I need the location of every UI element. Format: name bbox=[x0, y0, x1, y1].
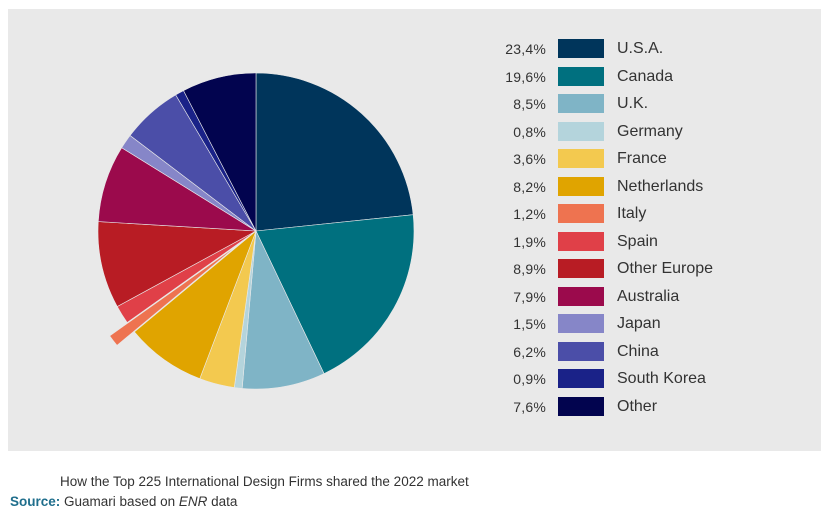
legend-value: 6,2% bbox=[513, 343, 546, 360]
legend-swatch bbox=[558, 396, 604, 416]
source-label: Source: bbox=[10, 494, 61, 509]
legend-value: 1,2% bbox=[513, 206, 546, 222]
legend-label: Italy bbox=[617, 205, 647, 222]
source-text-after: data bbox=[211, 494, 238, 509]
legend-label: Other Europe bbox=[617, 260, 714, 277]
legend-label: Spain bbox=[617, 232, 658, 250]
legend-swatch bbox=[558, 314, 604, 333]
legend-label: France bbox=[617, 150, 667, 167]
legend-swatch bbox=[558, 176, 604, 196]
legend-label: Netherlands bbox=[617, 177, 704, 195]
legend-label: Germany bbox=[617, 122, 683, 140]
legend-value: 3,6% bbox=[513, 151, 546, 167]
legend-item-australia: 7,9% Australia bbox=[488, 285, 808, 313]
legend-label: U.S.A. bbox=[617, 40, 664, 57]
legend-item-netherlands: 8,2% Netherlands bbox=[488, 175, 808, 203]
chart-caption: How the Top 225 International Design Fir… bbox=[60, 474, 469, 489]
legend-value: 19,6% bbox=[505, 68, 546, 85]
legend-value: 8,9% bbox=[513, 261, 546, 277]
legend-value: 8,2% bbox=[513, 178, 546, 195]
legend-swatch bbox=[558, 259, 604, 278]
legend-swatch bbox=[558, 94, 604, 113]
pie-slice-u-s-a bbox=[255, 72, 414, 232]
legend-value: 1,5% bbox=[513, 316, 546, 332]
legend-item-germany: 0,8% Germany bbox=[488, 120, 808, 148]
legend-swatch bbox=[558, 341, 604, 361]
pie-slice-other-europe bbox=[97, 221, 258, 307]
pie-chart bbox=[97, 72, 415, 390]
source-note: Source: Guamari based on ENR data bbox=[10, 494, 237, 509]
pie-slice-netherlands bbox=[134, 230, 257, 380]
legend-item-south-korea: 0,9% South Korea bbox=[488, 367, 808, 395]
legend-value: 1,9% bbox=[513, 233, 546, 250]
legend-label: U.K. bbox=[617, 95, 649, 112]
pie-slice-canada bbox=[255, 214, 415, 374]
legend: 23,4% U.S.A. 19,6% Canada 8,5% U.K. 0,8% German… bbox=[488, 37, 808, 422]
legend-swatch bbox=[558, 286, 604, 306]
pie-slice-other bbox=[183, 72, 257, 232]
legend-value: 8,5% bbox=[513, 96, 546, 112]
source-text: Guamari based on bbox=[64, 494, 176, 509]
pie-slice-u-k bbox=[241, 229, 325, 390]
legend-swatch bbox=[558, 121, 604, 141]
legend-value: 7,9% bbox=[513, 288, 546, 305]
legend-swatch bbox=[558, 204, 604, 223]
legend-swatch bbox=[558, 39, 604, 58]
legend-value: 23,4% bbox=[505, 41, 546, 57]
legend-item-canada: 19,6% Canada bbox=[488, 65, 808, 93]
legend-value: 0,8% bbox=[513, 123, 546, 140]
legend-value: 0,9% bbox=[513, 371, 546, 387]
legend-item-other-europe: 8,9% Other Europe bbox=[488, 257, 808, 285]
legend-item-spain: 1,9% Spain bbox=[488, 230, 808, 258]
legend-item-france: 3,6% France bbox=[488, 147, 808, 175]
legend-item-u-s-a: 23,4% U.S.A. bbox=[488, 37, 808, 65]
source-emphasis: ENR bbox=[178, 494, 208, 509]
pie-slice-italy bbox=[109, 244, 239, 346]
legend-label: Other bbox=[617, 397, 658, 415]
legend-label: China bbox=[617, 342, 659, 360]
legend-item-other: 7,6% Other bbox=[488, 395, 808, 423]
chart-panel: 23,4% U.S.A. 19,6% Canada 8,5% U.K. 0,8% German… bbox=[8, 9, 821, 451]
legend-label: Australia bbox=[617, 287, 680, 305]
legend-item-japan: 1,5% Japan bbox=[488, 312, 808, 340]
legend-swatch bbox=[558, 66, 604, 86]
legend-item-u-k: 8,5% U.K. bbox=[488, 92, 808, 120]
legend-item-italy: 1,2% Italy bbox=[488, 202, 808, 230]
legend-swatch bbox=[558, 149, 604, 168]
legend-label: South Korea bbox=[617, 370, 706, 387]
legend-swatch bbox=[558, 369, 604, 388]
legend-swatch bbox=[558, 231, 604, 251]
legend-item-china: 6,2% China bbox=[488, 340, 808, 368]
legend-label: Japan bbox=[617, 315, 661, 332]
legend-label: Canada bbox=[617, 67, 674, 85]
legend-value: 7,6% bbox=[513, 398, 546, 415]
